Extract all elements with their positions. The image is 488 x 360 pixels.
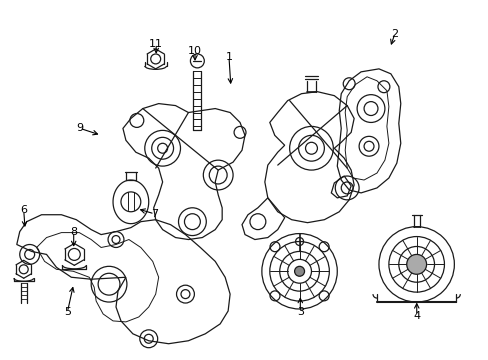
Text: 6: 6	[20, 205, 27, 215]
Text: 2: 2	[390, 28, 398, 39]
Text: 8: 8	[70, 227, 77, 237]
Text: 3: 3	[296, 307, 303, 317]
Text: 10: 10	[187, 46, 202, 57]
Circle shape	[406, 255, 426, 274]
Text: 7: 7	[151, 209, 158, 219]
Text: 9: 9	[76, 123, 83, 133]
Text: 5: 5	[64, 307, 71, 317]
Text: 11: 11	[149, 39, 163, 49]
Circle shape	[294, 266, 304, 276]
Text: 1: 1	[225, 52, 232, 62]
Text: 4: 4	[412, 311, 420, 321]
